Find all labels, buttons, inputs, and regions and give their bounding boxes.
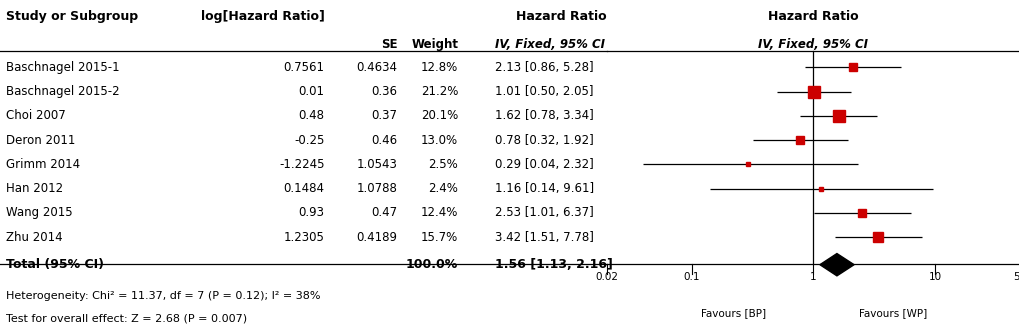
Text: 0.1484: 0.1484 bbox=[283, 182, 324, 195]
Text: 1: 1 bbox=[809, 272, 816, 282]
Text: 1.56 [1.13, 2.16]: 1.56 [1.13, 2.16] bbox=[494, 258, 611, 271]
Text: 1.0543: 1.0543 bbox=[357, 158, 397, 171]
Text: 15.7%: 15.7% bbox=[421, 231, 458, 244]
Text: Han 2012: Han 2012 bbox=[6, 182, 63, 195]
Text: 1.62 [0.78, 3.34]: 1.62 [0.78, 3.34] bbox=[494, 109, 593, 122]
Text: 3.42 [1.51, 7.78]: 3.42 [1.51, 7.78] bbox=[494, 231, 593, 244]
Text: 2.5%: 2.5% bbox=[428, 158, 458, 171]
Text: 0.02: 0.02 bbox=[595, 272, 618, 282]
Text: SE: SE bbox=[381, 38, 397, 51]
Text: 0.7561: 0.7561 bbox=[283, 61, 324, 74]
Text: Weight: Weight bbox=[411, 38, 458, 51]
Text: Zhu 2014: Zhu 2014 bbox=[6, 231, 62, 244]
Text: 20.1%: 20.1% bbox=[421, 109, 458, 122]
Text: 50: 50 bbox=[1013, 272, 1019, 282]
Text: IV, Fixed, 95% CI: IV, Fixed, 95% CI bbox=[494, 38, 604, 51]
Text: 0.48: 0.48 bbox=[299, 109, 324, 122]
Text: 21.2%: 21.2% bbox=[421, 85, 458, 98]
Text: 2.4%: 2.4% bbox=[428, 182, 458, 195]
Text: 0.1: 0.1 bbox=[683, 272, 699, 282]
Text: Study or Subgroup: Study or Subgroup bbox=[6, 10, 138, 23]
Text: 1.0788: 1.0788 bbox=[357, 182, 397, 195]
Text: 1.2305: 1.2305 bbox=[283, 231, 324, 244]
Text: 0.36: 0.36 bbox=[371, 85, 397, 98]
Text: Heterogeneity: Chi² = 11.37, df = 7 (P = 0.12); I² = 38%: Heterogeneity: Chi² = 11.37, df = 7 (P =… bbox=[6, 291, 320, 301]
Polygon shape bbox=[819, 254, 853, 276]
Text: 0.01: 0.01 bbox=[299, 85, 324, 98]
Text: 0.78 [0.32, 1.92]: 0.78 [0.32, 1.92] bbox=[494, 133, 593, 147]
Text: Grimm 2014: Grimm 2014 bbox=[6, 158, 81, 171]
Text: 10: 10 bbox=[927, 272, 941, 282]
Text: Test for overall effect: Z = 2.68 (P = 0.007): Test for overall effect: Z = 2.68 (P = 0… bbox=[6, 313, 247, 323]
Text: 2.53 [1.01, 6.37]: 2.53 [1.01, 6.37] bbox=[494, 206, 593, 219]
Text: Favours [BP]: Favours [BP] bbox=[700, 308, 765, 318]
Text: 0.46: 0.46 bbox=[371, 133, 397, 147]
Text: 0.37: 0.37 bbox=[371, 109, 397, 122]
Text: 100.0%: 100.0% bbox=[406, 258, 458, 271]
Text: 0.29 [0.04, 2.32]: 0.29 [0.04, 2.32] bbox=[494, 158, 593, 171]
Text: 0.4189: 0.4189 bbox=[357, 231, 397, 244]
Text: IV, Fixed, 95% CI: IV, Fixed, 95% CI bbox=[758, 38, 867, 51]
Text: 13.0%: 13.0% bbox=[421, 133, 458, 147]
Text: 0.93: 0.93 bbox=[299, 206, 324, 219]
Text: Favours [WP]: Favours [WP] bbox=[858, 308, 926, 318]
Text: -0.25: -0.25 bbox=[294, 133, 324, 147]
Text: 1.16 [0.14, 9.61]: 1.16 [0.14, 9.61] bbox=[494, 182, 593, 195]
Text: Deron 2011: Deron 2011 bbox=[6, 133, 75, 147]
Text: 12.8%: 12.8% bbox=[421, 61, 458, 74]
Text: 12.4%: 12.4% bbox=[421, 206, 458, 219]
Text: Baschnagel 2015-2: Baschnagel 2015-2 bbox=[6, 85, 119, 98]
Text: 1.01 [0.50, 2.05]: 1.01 [0.50, 2.05] bbox=[494, 85, 592, 98]
Text: 2.13 [0.86, 5.28]: 2.13 [0.86, 5.28] bbox=[494, 61, 593, 74]
Text: Baschnagel 2015-1: Baschnagel 2015-1 bbox=[6, 61, 119, 74]
Text: 0.4634: 0.4634 bbox=[357, 61, 397, 74]
Text: Hazard Ratio: Hazard Ratio bbox=[516, 10, 606, 23]
Text: 0.47: 0.47 bbox=[371, 206, 397, 219]
Text: Hazard Ratio: Hazard Ratio bbox=[767, 10, 858, 23]
Text: -1.2245: -1.2245 bbox=[279, 158, 324, 171]
Text: log[Hazard Ratio]: log[Hazard Ratio] bbox=[201, 10, 324, 23]
Text: Total (95% CI): Total (95% CI) bbox=[6, 258, 104, 271]
Text: Choi 2007: Choi 2007 bbox=[6, 109, 66, 122]
Text: Wang 2015: Wang 2015 bbox=[6, 206, 72, 219]
